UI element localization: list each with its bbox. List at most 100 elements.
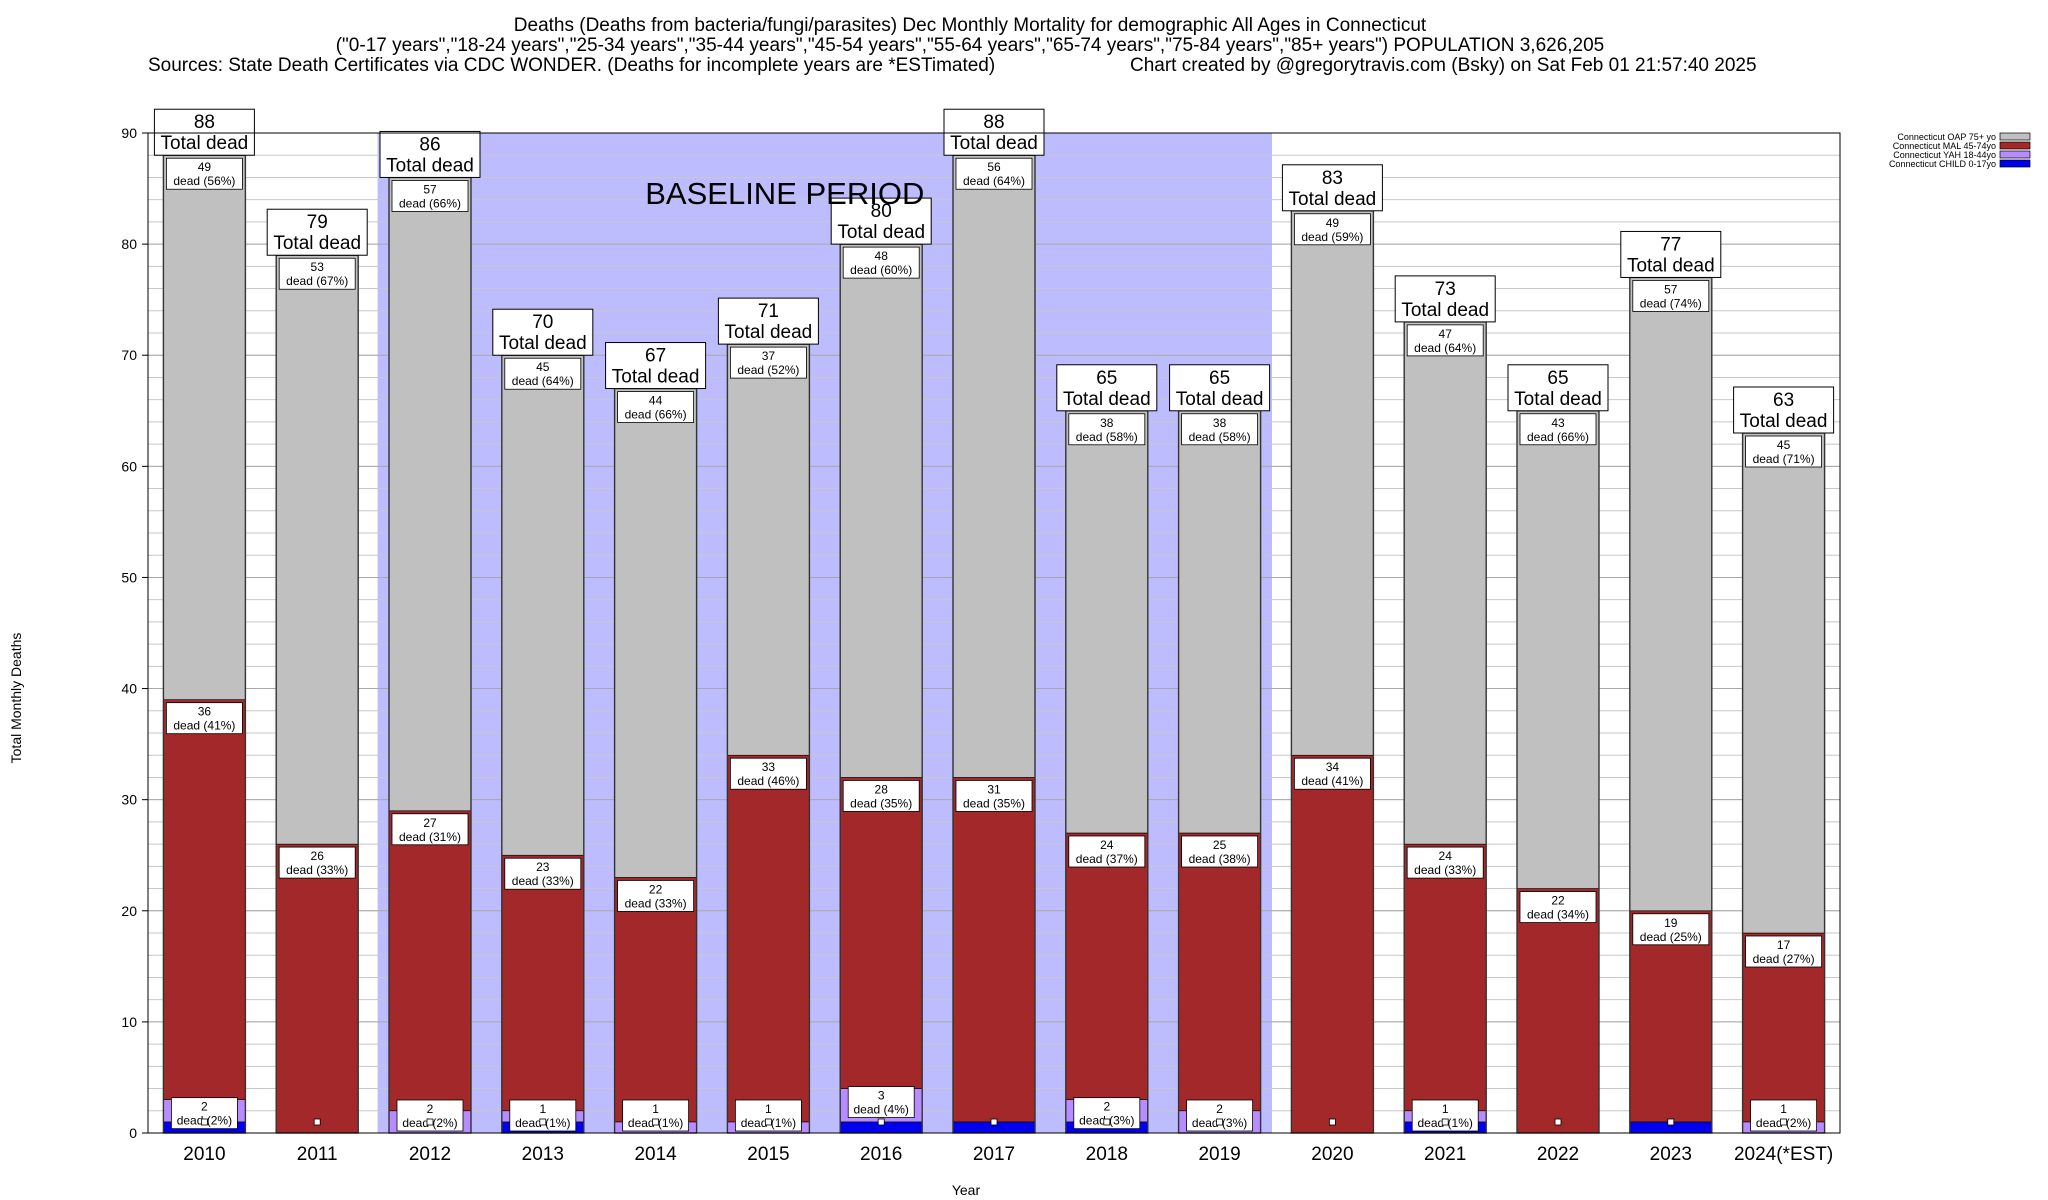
oap-data-label-pct: dead (58%) [1076, 430, 1138, 444]
oap-data-label-pct: dead (71%) [1753, 452, 1815, 466]
total-suffix: Total dead [612, 367, 700, 388]
total-count: 67 [645, 346, 666, 367]
bar-segment-oap [614, 388, 697, 878]
oap-data-label-box [1181, 413, 1258, 446]
yah-data-label-box [1750, 1099, 1817, 1132]
oap-data-label-pct: dead (67%) [286, 274, 348, 288]
total-suffix: Total dead [1514, 389, 1602, 410]
yah-data-label-count: 2 [427, 1102, 434, 1116]
oap-data-label-count: 44 [649, 394, 663, 408]
mal-data-label-pct: dead (33%) [625, 896, 687, 910]
x-tick-label: 2018 [1086, 1144, 1128, 1165]
base-marker [426, 1118, 434, 1126]
yah-data-label-count: 3 [878, 1089, 885, 1103]
oap-data-label-pct: dead (74%) [1640, 296, 1702, 310]
oap-data-label-box [504, 357, 582, 390]
base-marker [200, 1118, 208, 1126]
oap-data-label-count: 57 [423, 182, 437, 196]
total-label-box [153, 108, 255, 156]
yah-data-label-count: 1 [1780, 1102, 1787, 1116]
base-marker [1329, 1118, 1336, 1126]
bar-segment-mal [952, 777, 1036, 1123]
legend-entry: Connecticut MAL 45-74yo [1893, 141, 2031, 151]
y-tick-label: 80 [121, 236, 137, 252]
yah-data-label-count: 1 [765, 1102, 772, 1116]
yah-data-label-count: 1 [652, 1102, 659, 1116]
oap-data-label-count: 47 [1439, 327, 1453, 341]
mal-data-label-box [1745, 935, 1822, 968]
oap-data-label-count: 38 [1100, 416, 1114, 430]
oap-data-label-count: 49 [198, 160, 212, 174]
x-tick-label: 2011 [297, 1144, 338, 1165]
total-suffix: Total dead [1063, 389, 1151, 410]
bar-segment-oap [1629, 277, 1713, 912]
oap-data-label-count: 38 [1213, 416, 1227, 430]
mal-data-label-box [1519, 891, 1597, 923]
base-marker [1216, 1118, 1223, 1126]
bar-segment-mal [1629, 910, 1713, 1123]
mal-data-label-box [1068, 835, 1146, 868]
oap-data-label-pct: dead (66%) [399, 196, 461, 210]
mal-data-label-pct: dead (33%) [1414, 863, 1476, 877]
yah-data-label-pct: dead (4%) [854, 1103, 909, 1117]
bar-segment-oap [1403, 321, 1487, 845]
y-tick-label: 30 [121, 792, 137, 808]
mal-data-label-pct: dead (33%) [512, 874, 574, 888]
base-marker [765, 1118, 772, 1126]
total-count: 63 [1773, 390, 1794, 411]
oap-data-label-box [1294, 213, 1371, 246]
legend-entry: Connecticut YAH 18-44yo [1893, 150, 2031, 160]
mal-data-label-box [504, 857, 582, 890]
mal-data-label-count: 27 [423, 816, 437, 830]
mal-data-label-count: 28 [875, 782, 889, 796]
bar-segment-oap [388, 177, 472, 812]
oap-data-label-count: 45 [1777, 438, 1791, 452]
y-tick-label: 90 [121, 125, 137, 141]
base-marker [313, 1118, 321, 1126]
x-tick-label: 2012 [409, 1144, 451, 1165]
bar-segment-mal [1065, 832, 1149, 1100]
mal-data-label-pct: dead (41%) [173, 719, 235, 733]
oap-data-label-count: 57 [1664, 282, 1678, 296]
total-label-box [1056, 364, 1158, 412]
mal-data-label-count: 22 [1551, 894, 1565, 908]
total-label-box [717, 297, 819, 345]
mal-data-label-count: 24 [1439, 849, 1453, 863]
x-tick-label: 2013 [522, 1144, 564, 1165]
mal-data-label-pct: dead (31%) [399, 830, 461, 844]
total-label-box [1281, 164, 1383, 212]
total-label-box [605, 342, 707, 390]
yah-data-label-box [847, 1086, 915, 1118]
mal-data-label-pct: dead (37%) [1076, 852, 1138, 866]
mal-data-label-box [955, 780, 1033, 812]
total-label-box [830, 197, 932, 245]
oap-data-label-count: 56 [987, 160, 1001, 174]
bar-segment-oap [839, 243, 923, 778]
